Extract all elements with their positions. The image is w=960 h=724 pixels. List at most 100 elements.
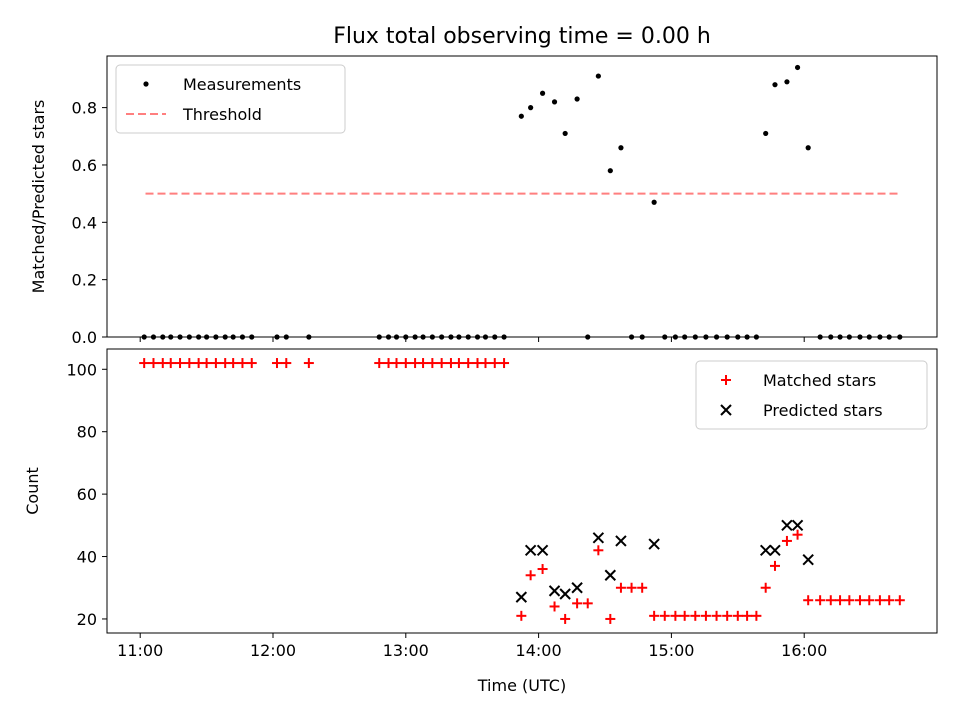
y-tick-label: 0.8: [72, 99, 97, 118]
measurement-point: [539, 90, 546, 96]
measurement-point: [692, 334, 698, 340]
matched-star-marker: [884, 595, 895, 606]
measurement-point: [682, 334, 688, 340]
matched-star-marker: [228, 358, 239, 369]
matched-star-marker: [499, 358, 510, 369]
y-tick-label: 0.6: [72, 156, 97, 175]
matched-star-marker: [626, 582, 637, 593]
matched-star-marker: [582, 598, 593, 609]
matched-star-marker: [184, 358, 195, 369]
matched-star-marker: [659, 610, 670, 621]
matched-star-marker: [835, 595, 846, 606]
measurement-point: [213, 334, 219, 340]
matched-star-marker: [400, 358, 411, 369]
measurement-point: [639, 334, 645, 340]
y-tick-label: 80: [77, 423, 97, 442]
matched-star-marker: [792, 529, 803, 540]
legend-matched-label: Matched stars: [763, 371, 876, 390]
measurement-point: [196, 334, 202, 340]
matched-star-marker: [480, 358, 491, 369]
measurement-point: [662, 334, 668, 340]
top-panel: 0.0 0.2 0.4 0.6 0.8 Matched/Predicted stars Me…: [29, 55, 938, 347]
measurement-point: [230, 334, 236, 340]
measurement-point: [222, 334, 228, 340]
y-tick-label: 40: [77, 548, 97, 567]
matched-star-marker: [593, 545, 604, 556]
axes-frame: [106, 348, 938, 634]
matched-star-marker: [572, 598, 583, 609]
matched-star-marker: [303, 358, 314, 369]
measurement-point: [528, 105, 534, 111]
measurement-point: [403, 334, 409, 340]
measurement-point: [897, 334, 903, 340]
matched-star-marker: [803, 595, 814, 606]
x-tick-label: 16:00: [781, 641, 827, 660]
matched-star-marker: [246, 358, 257, 369]
y-tick-label: 100: [66, 360, 97, 379]
measurement-point: [828, 334, 834, 340]
matched-star-marker: [237, 358, 248, 369]
matched-star-marker: [615, 582, 626, 593]
matched-star-marker: [894, 595, 905, 606]
measurement-point: [393, 334, 400, 340]
measurement-point: [448, 334, 454, 340]
matched-star-marker: [489, 358, 500, 369]
measurement-point: [817, 334, 823, 340]
measurement-point: [784, 79, 790, 85]
measurement-point: [439, 334, 445, 340]
y-axis-label: Matched/Predicted stars: [29, 100, 48, 294]
predicted-star-marker: [559, 588, 571, 600]
matched-star-marker: [670, 610, 681, 621]
legend-predicted-label: Predicted stars: [763, 401, 883, 420]
measurement-point: [482, 334, 489, 340]
y-tick-label: 60: [77, 485, 97, 504]
predicted-star-marker: [781, 519, 793, 532]
measurement-point: [672, 334, 678, 340]
matched-star-marker: [815, 595, 826, 606]
bottom-panel: 11:00 12:00 13:00 14:00 15:00 16:00 20 40 60 80 10…: [23, 348, 938, 695]
measurement-point: [713, 334, 720, 340]
measurement-point: [177, 334, 183, 340]
predicted-star-marker: [515, 591, 528, 603]
matched-star-marker: [549, 601, 560, 612]
measurement-point: [857, 334, 863, 340]
predicted-star-marker: [615, 535, 627, 547]
measurement-point: [595, 73, 601, 79]
matched-star-marker: [864, 595, 875, 606]
measurement-point: [753, 334, 759, 340]
measurement-point: [420, 334, 426, 340]
measurement-point: [385, 334, 392, 340]
measurement-point: [651, 199, 657, 205]
measurement-point: [805, 145, 811, 151]
matched-star-marker: [175, 358, 186, 369]
matched-star-marker: [874, 595, 885, 606]
matched-star-marker: [844, 595, 855, 606]
matched-star-marker: [560, 613, 571, 624]
legend: Matched stars Predicted stars: [695, 360, 928, 430]
matched-star-marker: [742, 610, 753, 621]
measurement-point: [456, 334, 462, 340]
matched-star-marker: [854, 595, 865, 606]
legend: Measurements Threshold: [115, 64, 346, 134]
matched-star-marker: [436, 358, 447, 369]
matched-star-marker: [427, 358, 438, 369]
matched-star-marker: [637, 582, 648, 593]
measurement-point: [474, 334, 481, 340]
predicted-star-marker: [759, 544, 772, 557]
legend-measurement-marker: [143, 81, 149, 87]
measurement-point: [186, 334, 192, 340]
predicted-star-marker: [524, 544, 537, 557]
measurement-point: [168, 334, 174, 340]
measurement-point: [376, 334, 382, 340]
measurement-point: [618, 145, 624, 151]
legend-box: [695, 360, 928, 430]
measurement-point: [744, 334, 750, 340]
predicted-star-marker: [791, 519, 804, 532]
matched-star-marker: [679, 610, 690, 621]
measurement-point: [160, 334, 166, 340]
measurement-point: [735, 334, 741, 340]
measurement-point: [412, 334, 418, 340]
x-tick-label: 12:00: [250, 641, 296, 660]
measurement-point: [607, 168, 613, 174]
